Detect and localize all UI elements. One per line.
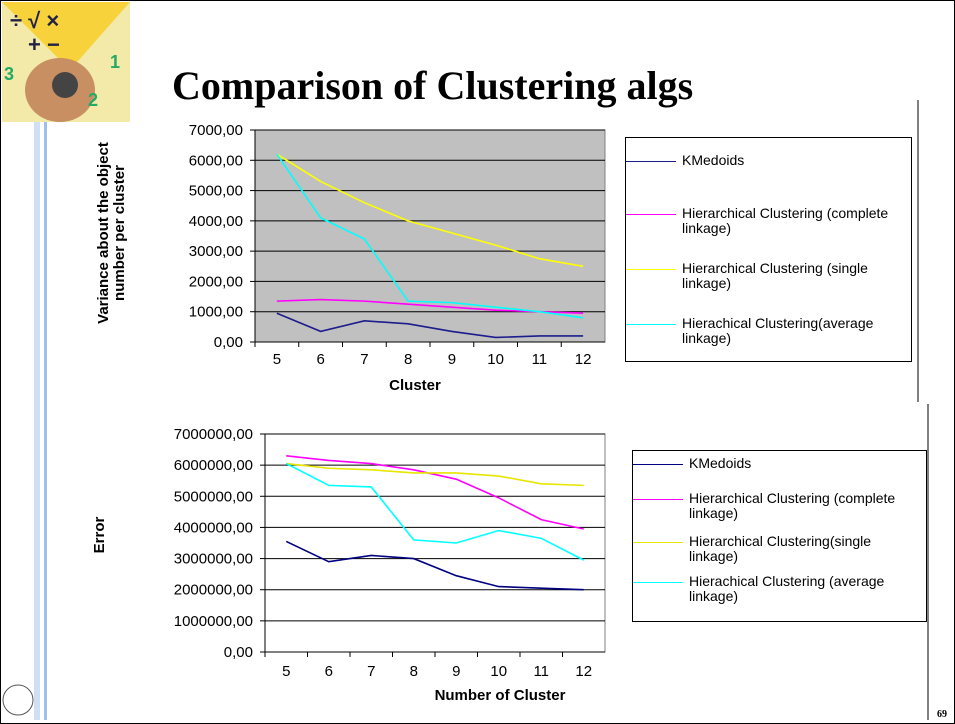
x-tick-label: 6 bbox=[316, 351, 324, 368]
plot-area bbox=[264, 433, 606, 653]
y-tick-label: 1000,00 bbox=[189, 304, 243, 321]
legend-label: KMedoids bbox=[682, 152, 745, 168]
x-tick-label: 7 bbox=[360, 351, 368, 368]
legend-item: Hierarchical Clustering (complete linkag… bbox=[633, 491, 918, 521]
y-tick-label: 2000000,00 bbox=[174, 582, 253, 599]
legend-swatch bbox=[633, 542, 683, 543]
legend-label: Hierarchical Clustering (complete linkag… bbox=[682, 205, 889, 236]
series-line bbox=[286, 462, 584, 487]
x-tick-label: 7 bbox=[367, 663, 375, 680]
y-tick-label: 0,00 bbox=[214, 334, 243, 351]
legend-swatch bbox=[626, 161, 676, 162]
legend-swatch bbox=[633, 464, 683, 465]
x-tick-label: 12 bbox=[575, 351, 592, 368]
y-tick-label: 3000,00 bbox=[189, 243, 243, 260]
x-tick-label: 11 bbox=[533, 663, 549, 680]
x-tick-label: 5 bbox=[282, 663, 290, 680]
series-line bbox=[276, 153, 584, 319]
series-line bbox=[285, 462, 585, 561]
x-tick-label: 10 bbox=[490, 663, 507, 680]
legend-swatch bbox=[633, 499, 683, 500]
legend-item: KMedoids bbox=[633, 456, 918, 471]
x-tick-label: 12 bbox=[575, 663, 592, 680]
legend-item: KMedoids bbox=[626, 153, 903, 168]
side-bar bbox=[44, 120, 47, 720]
legend-label: Hierarchical Clustering (single linkage) bbox=[682, 260, 868, 291]
series-line bbox=[286, 455, 584, 530]
legend-item: Hierarchical Clustering(single linkage) bbox=[633, 534, 918, 564]
legend: KMedoids Hierarchical Clustering (complet… bbox=[632, 450, 927, 622]
legend-label: Hierachical Clustering (average linkage) bbox=[689, 573, 885, 604]
legend-item: Hierachical Clustering(average linkage) bbox=[626, 316, 903, 346]
seal bbox=[2, 684, 34, 716]
legend-label: KMedoids bbox=[689, 455, 752, 471]
y-tick-label: 6000000,00 bbox=[174, 457, 253, 474]
series-line bbox=[276, 153, 584, 268]
y-tick-label: 0,00 bbox=[224, 644, 253, 661]
legend-swatch bbox=[626, 324, 676, 325]
legend-label: Hierarchical Clustering (complete linkag… bbox=[689, 490, 896, 521]
legend-item: Hierarchical Clustering (single linkage) bbox=[626, 261, 903, 291]
y-tick-label: 7000000,00 bbox=[174, 426, 253, 443]
y-tick-label: 5000,00 bbox=[189, 183, 243, 200]
y-tick-label: 3000000,00 bbox=[174, 551, 253, 568]
svg-text:+ −: + − bbox=[28, 32, 60, 57]
series-line bbox=[276, 312, 584, 339]
x-tick-label: 9 bbox=[448, 351, 456, 368]
series-line bbox=[285, 540, 584, 591]
slide-title: Comparison of Clustering algs bbox=[172, 63, 694, 108]
x-tick-label: 6 bbox=[325, 663, 333, 680]
x-axis-label: Cluster bbox=[389, 377, 441, 394]
plot-area bbox=[254, 129, 606, 343]
legend-swatch bbox=[633, 582, 683, 583]
y-tick-label: 4000000,00 bbox=[174, 519, 253, 536]
y-tick-label: 2000,00 bbox=[189, 273, 243, 290]
svg-text:3: 3 bbox=[4, 64, 14, 84]
y-tick-label: 7000,00 bbox=[189, 122, 243, 139]
x-tick-label: 9 bbox=[452, 663, 460, 680]
legend-swatch bbox=[626, 269, 676, 270]
logo: ÷ √ × + − 3 1 2 bbox=[2, 2, 130, 122]
y-tick-label: 6000,00 bbox=[189, 152, 243, 169]
page-number: 69 bbox=[937, 709, 947, 720]
x-tick-label: 11 bbox=[532, 351, 548, 368]
svg-text:2: 2 bbox=[88, 90, 98, 110]
y-axis-label: Error bbox=[91, 516, 108, 554]
legend-label: Hierachical Clustering(average linkage) bbox=[682, 315, 874, 346]
legend-label: Hierarchical Clustering(single linkage) bbox=[689, 533, 872, 564]
x-tick-label: 8 bbox=[410, 663, 418, 680]
legend: KMedoids Hierarchical Clustering (complet… bbox=[625, 137, 912, 362]
svg-text:1: 1 bbox=[110, 52, 120, 72]
x-axis-label: Number of Cluster bbox=[435, 687, 566, 704]
x-tick-label: 5 bbox=[273, 351, 281, 368]
y-axis-label: Variance about the object number per clu… bbox=[95, 142, 128, 324]
svg-text:÷ √ ×: ÷ √ × bbox=[10, 8, 59, 33]
x-tick-label: 8 bbox=[404, 351, 412, 368]
side-bar bbox=[34, 120, 40, 720]
y-tick-label: 4000,00 bbox=[189, 213, 243, 230]
x-tick-label: 10 bbox=[487, 351, 504, 368]
y-tick-label: 1000000,00 bbox=[174, 613, 253, 630]
legend-item: Hierachical Clustering (average linkage) bbox=[633, 574, 918, 604]
legend-item: Hierarchical Clustering (complete linkag… bbox=[626, 206, 903, 236]
y-tick-label: 5000000,00 bbox=[174, 488, 253, 505]
legend-swatch bbox=[626, 214, 676, 215]
